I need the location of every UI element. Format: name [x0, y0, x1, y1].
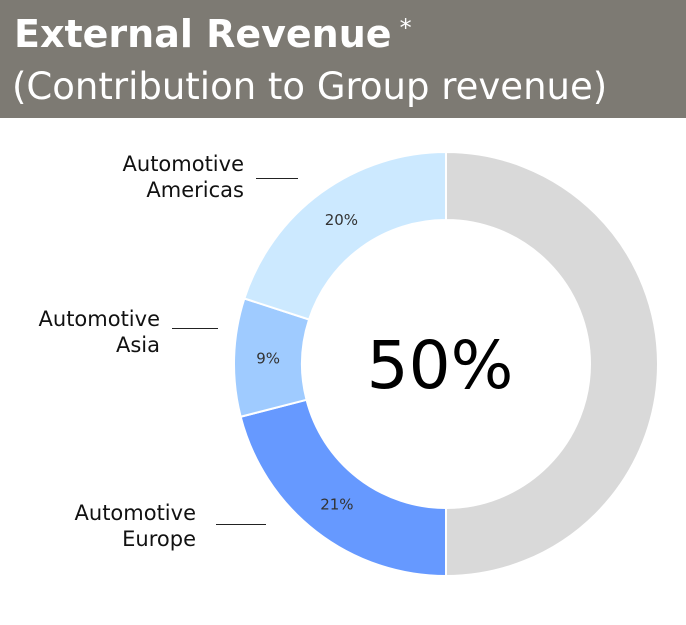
center-value-label: 50% — [367, 327, 514, 404]
donut-chart: 21% 9% 20% 50% — [233, 150, 659, 578]
chart-subtitle: (Contribution to Group revenue) — [12, 65, 608, 108]
leader-line-asia — [172, 328, 218, 329]
category-label-americas: Automotive Americas — [122, 152, 244, 202]
slice-automotive-europe — [239, 398, 447, 578]
leader-line-americas — [256, 178, 298, 179]
slice-label-americas: 20% — [325, 211, 358, 229]
slice-remainder — [445, 150, 659, 578]
chart-header: External Revenue * (Contribution to Group… — [0, 0, 686, 118]
slice-label-europe: 21% — [320, 496, 353, 514]
leader-line-europe — [216, 524, 266, 525]
slice-label-asia: 9% — [256, 349, 280, 367]
chart-title-row: External Revenue * — [14, 8, 412, 60]
category-label-asia: Automotive Asia — [38, 307, 160, 357]
donut-chart-area: 21% 9% 20% 50% Automotive Americas Automoti… — [0, 118, 686, 621]
title-asterisk: * — [399, 14, 412, 42]
chart-title: External Revenue — [14, 12, 392, 56]
category-label-europe: Automotive Europe — [74, 501, 196, 551]
